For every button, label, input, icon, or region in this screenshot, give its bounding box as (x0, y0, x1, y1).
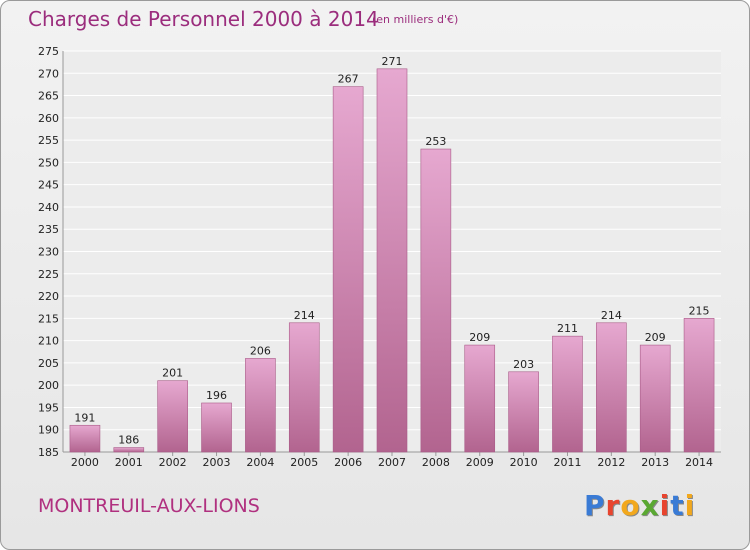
x-tick-label-2010: 2010 (510, 456, 538, 469)
value-label-2010: 203 (513, 358, 534, 371)
y-tick-label: 215 (38, 312, 59, 325)
x-tick-label-2001: 2001 (115, 456, 143, 469)
bar-2013[interactable] (639, 344, 671, 453)
logo-letter: P (584, 489, 606, 522)
y-tick-label: 195 (38, 401, 59, 414)
x-tick-label-2012: 2012 (597, 456, 625, 469)
bar-2000[interactable] (69, 424, 101, 453)
value-label-2013: 209 (645, 331, 666, 344)
y-tick-label: 220 (38, 290, 59, 303)
value-label-2000: 191 (74, 411, 95, 424)
y-tick-label: 260 (38, 112, 59, 125)
bar-2008[interactable] (420, 148, 452, 453)
x-tick-label-2004: 2004 (246, 456, 274, 469)
y-tick-label: 190 (38, 424, 59, 437)
logo-letter: o (620, 489, 641, 522)
bar-2002[interactable] (157, 380, 188, 453)
bar-2009[interactable] (464, 344, 496, 453)
bar-2005[interactable] (288, 322, 320, 453)
value-label-2011: 211 (557, 322, 578, 335)
y-tick-label: 235 (38, 223, 59, 236)
value-label-2003: 196 (206, 389, 227, 402)
y-tick-label: 230 (38, 246, 59, 259)
x-tick-label-2014: 2014 (685, 456, 713, 469)
bar-2003[interactable] (201, 402, 232, 453)
logo-letter: x (640, 489, 660, 522)
x-tick-label-2009: 2009 (466, 456, 494, 469)
y-tick-label: 185 (38, 446, 59, 459)
proxiti-logo[interactable]: Proxiti (584, 489, 695, 522)
bar-2004[interactable] (245, 358, 276, 453)
x-tick-label-2005: 2005 (290, 456, 318, 469)
bar-2014[interactable] (683, 318, 715, 453)
chart-title: Charges de Personnel 2000 à 2014 (28, 7, 379, 31)
y-tick-label: 200 (38, 379, 59, 392)
value-label-2001: 186 (118, 434, 139, 447)
y-tick-label: 265 (38, 90, 59, 103)
bar-2006[interactable] (332, 86, 364, 453)
city-name: MONTREUIL-AUX-LIONS (38, 495, 260, 517)
bar-2007[interactable] (376, 68, 408, 453)
x-tick-label-2008: 2008 (422, 456, 450, 469)
y-tick-label: 225 (38, 268, 59, 281)
value-label-2002: 201 (162, 367, 183, 380)
bar-2012[interactable] (596, 322, 627, 453)
logo-letter: i (659, 489, 671, 522)
bar-2010[interactable] (508, 371, 539, 453)
y-tick-label: 205 (38, 357, 59, 370)
x-tick-label-2000: 2000 (71, 456, 99, 469)
bar-2011[interactable] (552, 335, 583, 453)
y-tick-label: 250 (38, 156, 59, 169)
value-label-2005: 214 (294, 309, 315, 322)
x-tick-label-2007: 2007 (378, 456, 406, 469)
y-tick-label: 270 (38, 67, 59, 80)
x-tick-label-2011: 2011 (553, 456, 581, 469)
value-label-2009: 209 (469, 331, 490, 344)
x-tick-label-2003: 2003 (203, 456, 231, 469)
y-tick-label: 255 (38, 134, 59, 147)
value-label-2004: 206 (250, 344, 271, 357)
x-tick-label-2002: 2002 (159, 456, 187, 469)
value-label-2008: 253 (425, 135, 446, 148)
logo-letter: i (684, 489, 696, 522)
value-label-2012: 214 (601, 309, 622, 322)
x-tick-label-2013: 2013 (641, 456, 669, 469)
x-tick-label-2006: 2006 (334, 456, 362, 469)
logo-letter: t (670, 489, 685, 522)
y-tick-label: 245 (38, 179, 59, 192)
value-label-2007: 271 (382, 55, 403, 68)
value-label-2006: 267 (338, 73, 359, 86)
bar-2001[interactable] (113, 447, 145, 453)
y-tick-label: 210 (38, 335, 59, 348)
chart-unit: (en milliers d'€) (372, 13, 459, 26)
logo-letter: r (605, 489, 621, 522)
y-tick-label: 275 (38, 45, 59, 58)
y-tick-label: 240 (38, 201, 59, 214)
value-label-2014: 215 (689, 304, 710, 317)
